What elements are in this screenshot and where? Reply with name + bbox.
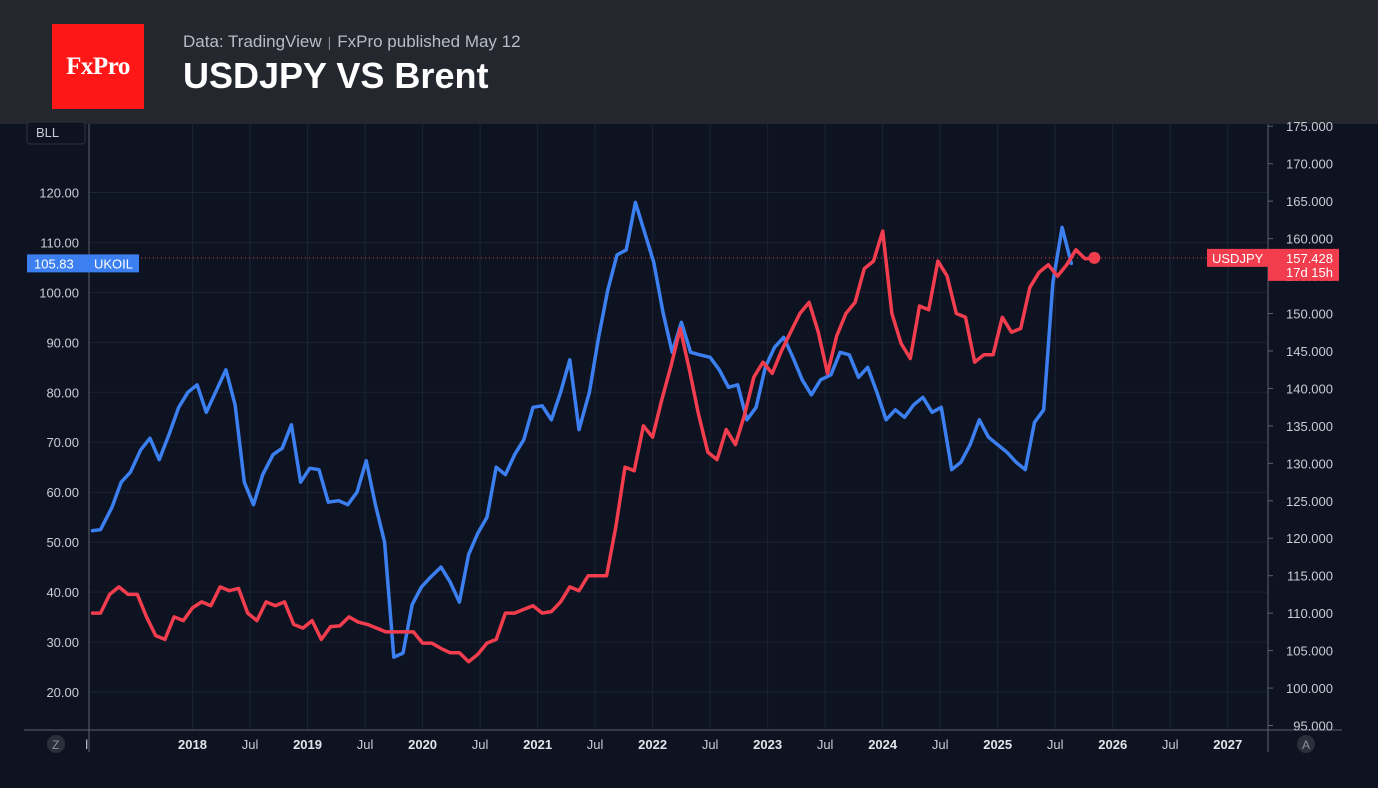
x-tick-label: 2027: [1213, 737, 1242, 752]
x-tick-label: 2026: [1098, 737, 1127, 752]
z-button-bg: [47, 735, 65, 753]
ukoil-badge-value: 105.83: [34, 256, 74, 271]
left-y-axis: 20.00 30.00 40.00 50.00 60.00 70.00 80.00 90.00…: [39, 185, 79, 700]
right-tick-label: 170.000: [1286, 157, 1333, 172]
a-label: A: [1302, 738, 1310, 752]
right-tick-label: 160.000: [1286, 232, 1333, 247]
published-date: FxPro published May 12: [337, 32, 521, 51]
ukoil-badge: [27, 254, 139, 273]
left-tick-label: 30.00: [46, 635, 79, 650]
x-tick-label: Jul: [817, 737, 834, 752]
x-tick-label: 2024: [868, 737, 898, 752]
right-y-axis: 95.000 100.000 105.000 110.000 115.000 120.00…: [1268, 119, 1333, 734]
usdjpy-badge-value: 157.428: [1286, 251, 1333, 266]
right-tick-label: 100.000: [1286, 681, 1333, 696]
usdjpy-last-point: [1088, 251, 1101, 264]
right-tick-label: 145.000: [1286, 344, 1333, 359]
x-tick-label: l: [85, 737, 88, 752]
series-layer: [90, 200, 1101, 664]
left-tick-label: 100.00: [39, 285, 79, 300]
bll-button-bg: [26, 121, 86, 145]
x-tick-label: Jul: [357, 737, 374, 752]
left-tick-label: 70.00: [46, 435, 79, 450]
z-label: Z: [52, 738, 59, 752]
auto-scale-toggle[interactable]: A: [1297, 735, 1315, 753]
x-axis: l 2018 Jul 2019 Jul 2020 Jul 2021 Jul 2022 Jul 2023…: [85, 737, 1242, 752]
series-line-ukoil: [90, 200, 1074, 659]
subtitle-separator: |: [327, 34, 332, 50]
right-tick-label: 115.000: [1287, 569, 1333, 584]
left-tick-label: 20.00: [46, 685, 79, 700]
right-tick-label: 105.000: [1286, 644, 1333, 659]
usdjpy-name-badge: [1207, 248, 1268, 267]
left-tick-label: 110.00: [40, 235, 79, 250]
right-tick-label: 165.000: [1286, 194, 1333, 209]
left-tick-label: 80.00: [46, 385, 79, 400]
log-scale-toggle[interactable]: Z: [47, 735, 65, 753]
x-tick-label: 2020: [408, 737, 437, 752]
x-tick-label: Jul: [932, 737, 949, 752]
right-tick-label: 120.000: [1286, 531, 1333, 546]
x-tick-label: Jul: [1047, 737, 1064, 752]
usdjpy-price-badge: [1268, 248, 1339, 281]
left-tick-label: 120.00: [39, 185, 79, 200]
data-source: Data: TradingView: [183, 32, 322, 51]
left-tick-label: 40.00: [46, 585, 79, 600]
x-tick-label: 2023: [753, 737, 782, 752]
usdjpy-countdown: 17d 15h: [1286, 265, 1333, 280]
x-tick-label: 2025: [983, 737, 1012, 752]
right-tick-label: 150.000: [1286, 307, 1333, 322]
x-tick-label: Jul: [242, 737, 259, 752]
right-tick-label: 140.000: [1286, 381, 1333, 396]
usdjpy-badge-name: USDJPY: [1212, 251, 1264, 266]
a-button-bg: [1297, 735, 1315, 753]
x-tick-label: Jul: [702, 737, 719, 752]
left-tick-label: 90.00: [46, 335, 79, 350]
x-tick-label: 2018: [178, 737, 207, 752]
right-tick-label: 95.000: [1293, 719, 1333, 734]
right-tick-label: 110.000: [1287, 606, 1333, 621]
x-tick-label: 2021: [523, 737, 552, 752]
chart-title: USDJPY VS Brent: [183, 55, 489, 96]
bll-button[interactable]: BLL: [26, 121, 86, 145]
right-tick-label: 130.000: [1286, 456, 1333, 471]
ukoil-badge-name: UKOIL: [94, 256, 133, 271]
right-tick-label: 135.000: [1286, 419, 1333, 434]
fxpro-logo: FxPro: [52, 24, 144, 109]
series-line-usdjpy: [90, 229, 1097, 664]
right-tick-label: 175.000: [1286, 119, 1333, 134]
bll-label: BLL: [36, 125, 59, 140]
left-tick-label: 50.00: [46, 535, 79, 550]
chart-grid: [24, 124, 1342, 752]
x-tick-label: 2019: [293, 737, 322, 752]
chart-header: FxPro Data: TradingView | FxPro published …: [0, 0, 1378, 124]
subtitle: Data: TradingView | FxPro published May 12: [183, 32, 521, 52]
right-tick-label: 125.000: [1286, 494, 1333, 509]
x-tick-label: Jul: [1162, 737, 1179, 752]
left-tick-label: 60.00: [46, 485, 79, 500]
x-tick-label: Jul: [587, 737, 604, 752]
x-tick-label: Jul: [472, 737, 489, 752]
logo-text: FxPro: [66, 52, 130, 80]
x-tick-label: 2022: [638, 737, 667, 752]
